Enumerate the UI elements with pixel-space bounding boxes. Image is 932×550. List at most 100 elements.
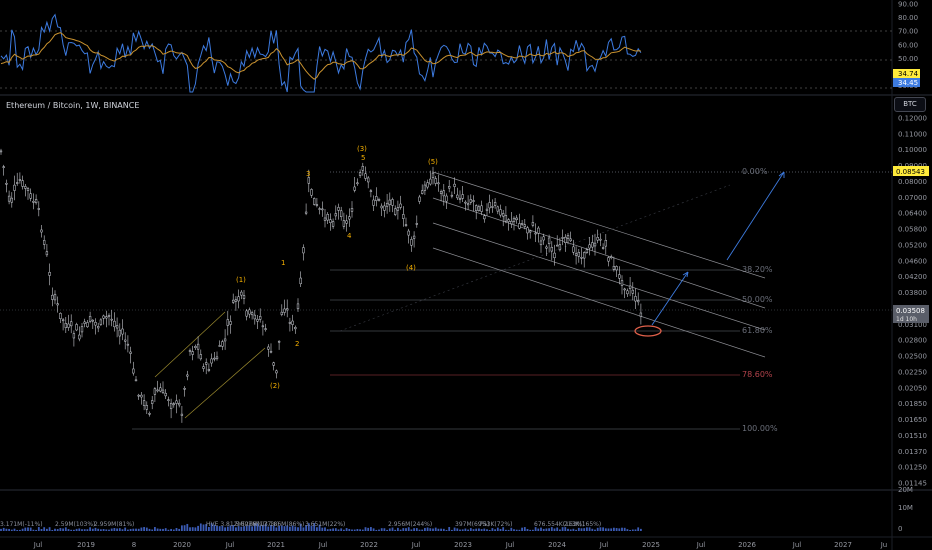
- time-axis-label: 2020: [173, 541, 191, 549]
- candle-body: [237, 296, 240, 302]
- volume-bar: [559, 529, 561, 531]
- volume-bar: [316, 527, 318, 531]
- volume-bar: [448, 527, 451, 531]
- volume-bar: [515, 529, 518, 531]
- volume-bar: [46, 528, 48, 531]
- candle-body: [407, 230, 410, 236]
- volume-axis: 20M 10M 0: [898, 486, 913, 533]
- volume-bar: [37, 527, 40, 531]
- volume-bar: [464, 528, 467, 531]
- candle-body: [277, 340, 281, 343]
- volume-bar: [475, 528, 478, 531]
- volume-bar: [32, 529, 35, 531]
- volume-bar: [613, 527, 615, 531]
- candle-body: [399, 203, 402, 208]
- volume-axis-label: 20M: [898, 486, 913, 494]
- volume-bar: [210, 523, 213, 531]
- volume-bar: [121, 529, 124, 531]
- volume-bar: [637, 527, 640, 531]
- candle-body: [80, 326, 84, 333]
- target-price-badge: 0.08543: [896, 168, 925, 176]
- volume-bar: [410, 529, 413, 531]
- volume-bar: [221, 525, 224, 531]
- volume-bar: [237, 526, 240, 531]
- candle-body: [593, 242, 597, 247]
- volume-bar: [13, 528, 16, 531]
- candle-body: [323, 217, 327, 221]
- candle-body: [345, 220, 348, 224]
- candle-body: [385, 202, 389, 207]
- wave-label-4-major: (4): [406, 264, 416, 272]
- candle-body: [364, 173, 367, 179]
- volume-bar: [127, 529, 129, 531]
- rsi-value-badge: 34.74: [898, 70, 919, 78]
- wave-label-1-major: (1): [236, 276, 246, 284]
- time-axis-label: 8: [132, 541, 136, 549]
- candle-body: [210, 358, 213, 364]
- volume-bar: [186, 523, 189, 531]
- candle-body: [618, 274, 621, 279]
- candle-body: [253, 314, 256, 320]
- volume-bar: [8, 528, 10, 531]
- price-axis-label: 0.01250: [898, 464, 927, 472]
- candle-body: [183, 388, 186, 390]
- candle-body: [637, 300, 640, 303]
- price-axis-label: 0.08000: [898, 178, 927, 186]
- volume-bar: [40, 529, 43, 531]
- candle-body: [110, 318, 113, 321]
- wave-label-4-minor: 4: [347, 232, 352, 240]
- currency-button[interactable]: BTC: [894, 97, 926, 112]
- trend-channels[interactable]: [154, 171, 766, 419]
- candle-body: [475, 205, 478, 211]
- volume-bar: [280, 525, 283, 531]
- candle-body: [361, 166, 364, 171]
- candle-body: [515, 217, 518, 220]
- volume-bar: [502, 527, 505, 531]
- candle-body: [64, 323, 67, 328]
- candle-body: [151, 400, 154, 404]
- volume-bar: [178, 528, 181, 531]
- volume-bar: [235, 527, 237, 531]
- volume-bar: [5, 528, 8, 531]
- candle-body: [161, 389, 165, 394]
- volume-bar: [70, 529, 73, 531]
- volume-bar: [297, 527, 299, 531]
- volume-bar: [588, 527, 591, 531]
- volume-bar: [483, 528, 486, 531]
- volume-bar: [302, 527, 305, 531]
- rsi-axis-label: 90.00: [898, 1, 918, 9]
- volume-bar: [310, 525, 313, 531]
- price-axis-label: 0.05200: [898, 241, 927, 249]
- volume-label: 2.956M(244%): [388, 521, 433, 528]
- volume-bar: [607, 528, 610, 531]
- candle-body: [140, 394, 143, 398]
- candle-body: [353, 186, 356, 191]
- volume-label: 3.651M(22%): [305, 521, 346, 528]
- volume-bar: [604, 528, 607, 531]
- candle-body: [491, 206, 494, 208]
- candle-body: [321, 208, 324, 211]
- volume-bar: [35, 529, 37, 531]
- volume-bar: [491, 528, 494, 531]
- volume-bar: [424, 527, 426, 531]
- candle-body: [502, 213, 505, 217]
- time-axis-label: Ju: [880, 541, 888, 549]
- volume-bar: [81, 529, 83, 531]
- volume-bar: [413, 528, 415, 531]
- candle-body: [61, 319, 65, 322]
- volume-bar: [108, 529, 110, 531]
- volume-bar: [83, 529, 86, 531]
- candle-body: [550, 246, 553, 252]
- price-axis-label: 0.02500: [898, 353, 927, 361]
- annotations[interactable]: [634, 171, 785, 337]
- volume-bar: [86, 529, 89, 531]
- fibonacci-retracement[interactable]: 0.00% 38.20% 50.00% 61.80% 78.60% 100.00…: [0, 167, 892, 433]
- volume-bar: [59, 528, 62, 531]
- volume-bar: [380, 528, 383, 531]
- wave-label-5-minor: 5: [361, 154, 365, 162]
- time-axis-label: Jul: [505, 541, 515, 549]
- volume-bar: [194, 527, 197, 531]
- volume-bar: [286, 525, 289, 531]
- volume-bar: [429, 528, 432, 531]
